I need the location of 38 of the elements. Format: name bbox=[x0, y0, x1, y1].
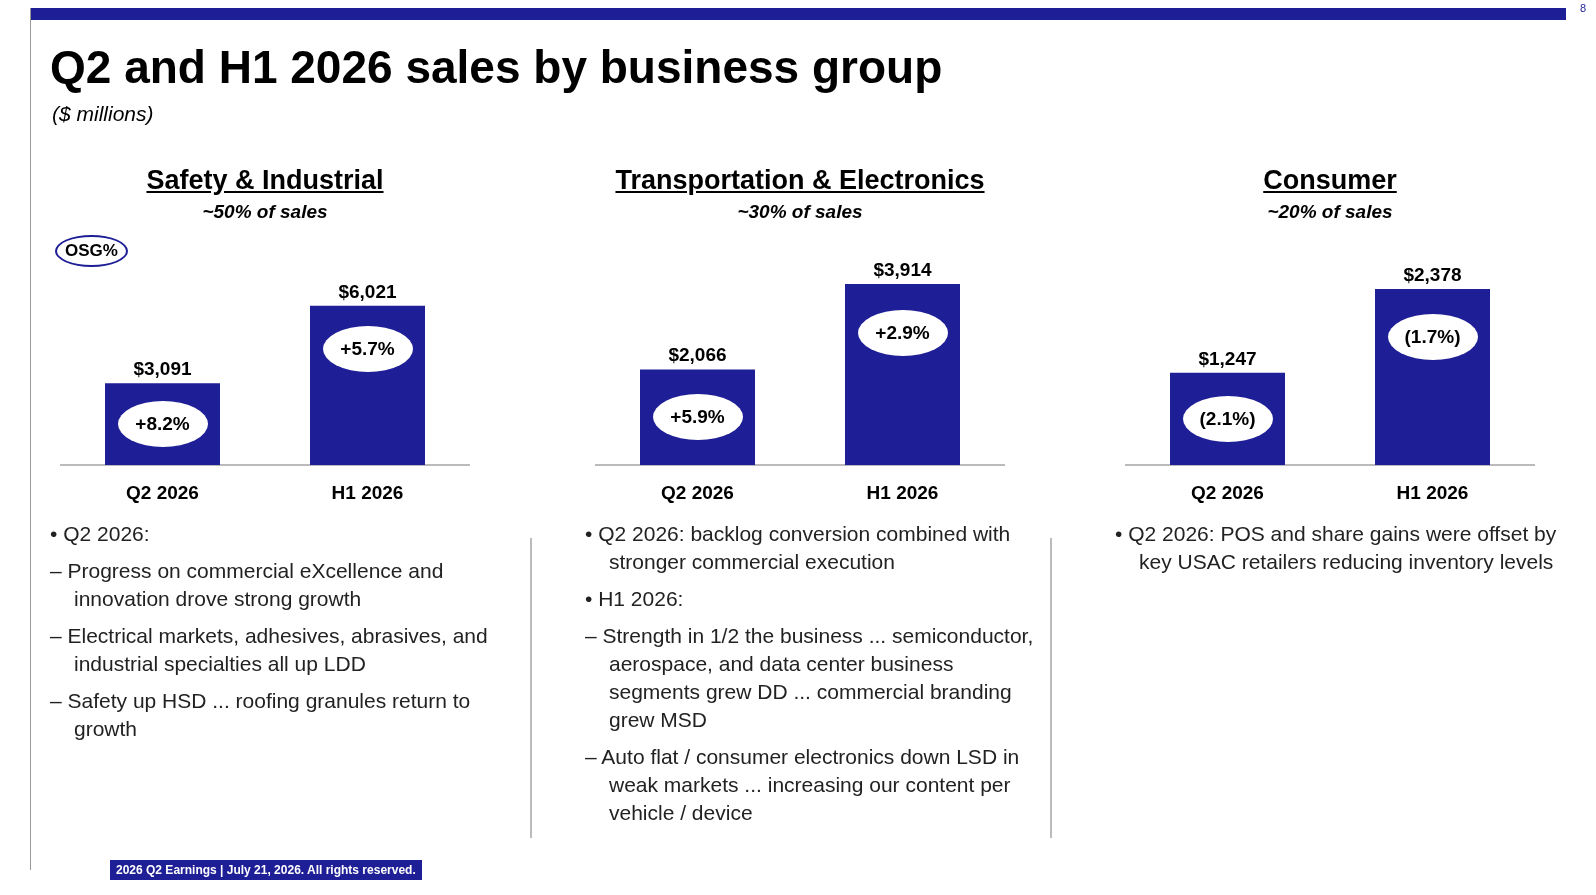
chart-subtitle: ~20% of sales bbox=[1266, 201, 1394, 223]
annotation: +2.9% bbox=[857, 309, 948, 356]
text: Q2 and H1 2026 sales by business group bbox=[50, 40, 943, 94]
text: – Electrical markets, adhesives, abrasives, and industrial specialties all up LDD bbox=[50, 623, 489, 677]
legend-title: OSG% bbox=[55, 235, 128, 267]
text: 2026 Q2 Earnings | July 21, 2026. All rights reserved. bbox=[110, 860, 422, 880]
text: • Q2 2026: POS and share gains were offset by key USAC retailers reducing inventory levels bbox=[1115, 521, 1558, 575]
annotation: +5.9% bbox=[652, 394, 743, 441]
data-label: $3,914 bbox=[873, 258, 932, 280]
x-tick-label: H1 2026 bbox=[866, 482, 939, 503]
text: ($ millions) bbox=[52, 102, 154, 126]
chart-title: Consumer bbox=[1262, 165, 1398, 196]
annotation: +8.2% bbox=[117, 401, 208, 448]
text: – Strength in 1/2 the business ... semiconductor, aerospace, and data center business segments grew DD ... commercial branding grew MSD bbox=[585, 623, 1035, 733]
data-label: $3,091 bbox=[133, 358, 192, 380]
annotation: (1.7%) bbox=[1387, 313, 1478, 360]
text: • H1 2026: bbox=[585, 586, 685, 612]
chart-subtitle: ~50% of sales bbox=[201, 201, 329, 223]
data-label: $2,066 bbox=[668, 344, 727, 366]
text: – Progress on commercial eXcellence and innovation drove strong growth bbox=[50, 558, 445, 612]
text: • Q2 2026: backlog conversion combined with stronger commercial execution bbox=[585, 521, 1012, 575]
annotation: (2.1%) bbox=[1182, 395, 1273, 442]
x-tick-label: Q2 2026 bbox=[661, 482, 734, 503]
data-label: $2,378 bbox=[1403, 264, 1462, 286]
x-tick-label: Q2 2026 bbox=[1191, 482, 1264, 503]
annotation: +5.7% bbox=[322, 325, 413, 372]
chart-title: Transportation & Electronics bbox=[614, 165, 986, 196]
text: • Q2 2026: bbox=[50, 521, 151, 547]
text: – Auto flat / consumer electronics down LSD in weak markets ... increasing our content per vehicle / device bbox=[585, 744, 1021, 826]
text: 8 bbox=[1579, 2, 1586, 14]
data-label: $6,021 bbox=[338, 280, 397, 302]
x-tick-label: H1 2026 bbox=[331, 482, 404, 503]
chart-subtitle: ~30% of sales bbox=[736, 201, 864, 223]
chart-title: Safety & Industrial bbox=[145, 165, 385, 196]
x-tick-label: H1 2026 bbox=[1396, 482, 1469, 503]
data-label: $1,247 bbox=[1198, 347, 1257, 369]
text: – Safety up HSD ... roofing granules return to growth bbox=[50, 688, 472, 742]
x-tick-label: Q2 2026 bbox=[126, 482, 199, 503]
